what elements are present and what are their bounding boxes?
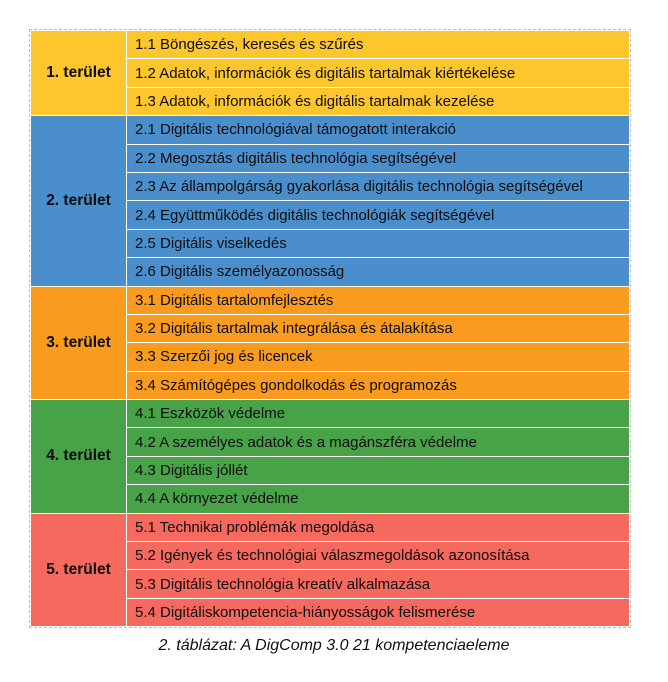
competence-table: 1. terület 1.1 Böngészés, keresés és szűr…: [29, 29, 631, 629]
competence-cell: 2.4 Együttműködés digitális technológiák…: [126, 200, 630, 230]
area-label-3: 3. terület: [30, 285, 127, 401]
competence-cell: 5.3 Digitális technológia kreatív alkalm…: [126, 569, 630, 599]
competence-cell: 3.3 Szerzői jog és licencek: [126, 342, 630, 372]
competence-cell: 2.1 Digitális technológiával támogatott …: [126, 115, 630, 145]
competence-cell: 1.1 Böngészés, keresés és szűrés: [126, 29, 630, 60]
competence-cell: 3.2 Digitális tartalmak integrálása és á…: [126, 313, 630, 344]
competence-cell: 4.2 A személyes adatok és a magánszféra …: [126, 427, 630, 457]
competence-cell: 5.1 Technikai problémák megoldása: [126, 512, 630, 543]
table-caption: 2. táblázat: A DigComp 3.0 21 kompetenci…: [158, 637, 510, 654]
table-row: 3.2 Digitális tartalmak integrálása és á…: [31, 313, 630, 344]
table-row: 5.3 Digitális technológia kreatív alkalm…: [31, 569, 630, 599]
table-row: 5.2 Igények és technológiai válaszmegold…: [31, 541, 630, 571]
competence-cell: 2.2 Megosztás digitális technológia segí…: [126, 143, 630, 173]
competence-cell: 4.3 Digitális jóllét: [126, 455, 630, 486]
competence-cell: 2.6 Digitális személyazonosság: [126, 257, 630, 287]
competence-cell: 4.1 Eszközök védelme: [126, 399, 630, 429]
competence-cell: 5.4 Digitáliskompetencia-hiányosságok fe…: [126, 597, 630, 628]
competence-cell: 3.1 Digitális tartalomfejlesztés: [126, 285, 630, 315]
digcomp-table: 1. terület 1.1 Böngészés, keresés és szűr…: [30, 29, 630, 628]
area-label-1: 1. terület: [30, 29, 127, 117]
table-row: 2. terület 2.1 Digitális technológiával t…: [30, 115, 630, 287]
table-row: 3.3 Szerzői jog és licencek: [31, 342, 630, 372]
table-row: 5. terület 5.1 Technikai problémák megold…: [30, 512, 630, 628]
table-row: 5.4 Digitáliskompetencia-hiányosságok fe…: [31, 597, 630, 628]
competence-cell: 3.4 Számítógépes gondolkodás és programo…: [126, 370, 630, 401]
competence-cell: 4.4 A környezet védelme: [126, 484, 630, 514]
table-row: 2.5 Digitális viselkedés: [31, 228, 630, 259]
table-body: 1. terület 1.1 Böngészés, keresés és szűr…: [30, 29, 630, 628]
table-row: 1. terület 1.1 Böngészés, keresés és szűr…: [30, 29, 630, 117]
table-row: 2.6 Digitális személyazonosság: [31, 257, 630, 287]
table-row: 1.2 Adatok, információk és digitális tar…: [31, 58, 630, 88]
table-row: 3.4 Számítógépes gondolkodás és programo…: [31, 370, 630, 401]
area-label-5: 5. terület: [30, 512, 127, 628]
competence-cell: 5.2 Igények és technológiai válaszmegold…: [126, 541, 630, 571]
competence-cell: 1.2 Adatok, információk és digitális tar…: [126, 58, 630, 88]
area-label-2: 2. terület: [30, 115, 127, 287]
table-row: 4. terület 4.1 Eszközök védelme: [30, 399, 630, 514]
table-row: 2.3 Az állampolgárság gyakorlása digitál…: [31, 171, 630, 202]
competence-cell: 1.3 Adatok, információk és digitális tar…: [126, 86, 630, 117]
table-row: 2.4 Együttműködés digitális technológiák…: [31, 200, 630, 230]
area-label-4: 4. terület: [30, 399, 127, 514]
competence-cell: 2.3 Az állampolgárság gyakorlása digitál…: [126, 171, 630, 202]
table-row: 3. terület 3.1 Digitális tartalomfejleszt…: [30, 285, 630, 401]
table-row: 1.3 Adatok, információk és digitális tar…: [31, 86, 630, 117]
table-row: 4.2 A személyes adatok és a magánszféra …: [31, 427, 630, 457]
competence-cell: 2.5 Digitális viselkedés: [126, 228, 630, 259]
